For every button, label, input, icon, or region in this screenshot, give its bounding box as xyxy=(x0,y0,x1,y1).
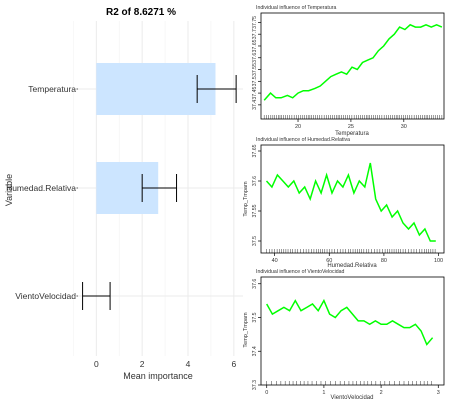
panel-y-tick-label: 37.6 xyxy=(252,279,258,289)
importance-x-tick-label: 6 xyxy=(231,359,236,369)
panel-y-tick-label: 37.5 xyxy=(252,236,258,246)
importance-x-tick-labels: 0 2 4 6 xyxy=(94,359,236,369)
influence-temperatura-frame xyxy=(260,12,445,120)
importance-category-label: Humedad.Relativa xyxy=(6,183,76,193)
influence-humedad-line xyxy=(265,162,436,242)
influence-humedad-title: Individual influence of Humedad.Relativa xyxy=(256,137,350,143)
panel-x-tick-label: 3 xyxy=(437,390,440,396)
importance-y-axis-label: Variable xyxy=(4,174,14,206)
influence-viento-panel: Individual influence of VientoVelocidad … xyxy=(243,269,445,401)
panel-x-tick-label: 100 xyxy=(434,258,443,264)
panel-y-tick-label: 37.5 xyxy=(252,312,258,322)
influence-humedad-panel: Individual influence of Humedad.Relativa… xyxy=(243,137,445,269)
panel-x-tick-label: 25 xyxy=(348,124,354,130)
panel-y-tick-label: 37.3 xyxy=(252,380,258,390)
importance-category-label: Temperatura xyxy=(28,84,76,94)
influence-humedad-y-axis-label: Temp_Tmpam xyxy=(243,181,249,217)
influence-viento-line xyxy=(266,298,434,346)
importance-x-tick-label: 2 xyxy=(140,359,145,369)
panel-y-tick-label: 37.4 xyxy=(252,100,258,110)
importance-x-axis-label: Mean importance xyxy=(123,371,193,381)
importance-bar xyxy=(96,63,216,115)
panel-y-tick-label: 37.45 xyxy=(252,86,258,99)
influence-humedad-rug xyxy=(266,249,436,253)
influence-temperatura-x-axis-label: Temperatura xyxy=(335,131,369,137)
panel-x-tick-label: 2 xyxy=(380,390,383,396)
importance-x-tick-label: 0 xyxy=(94,359,99,369)
influence-viento-rug xyxy=(266,381,432,385)
importance-category-label: VientoVelocidad xyxy=(15,291,76,301)
panel-y-tick-label: 37.55 xyxy=(252,204,258,217)
importance-title: R2 of 8.6271 % xyxy=(106,7,176,18)
panel-x-tick-label: 80 xyxy=(381,258,387,264)
influence-viento-y-axis-label: Temp_Tmpam xyxy=(243,312,249,348)
panel-x-tick-label: 60 xyxy=(326,258,332,264)
influence-temperatura-line xyxy=(263,23,443,101)
panel-x-tick-label: 20 xyxy=(295,124,301,130)
importance-chart: R2 of 8.6271 % Temperatura Humedad.Relati… xyxy=(4,7,243,381)
influence-temperatura-rug xyxy=(263,115,443,119)
panel-y-tick-label: 37.75 xyxy=(252,16,258,29)
importance-x-tick-label: 4 xyxy=(186,359,191,369)
influence-viento-frame xyxy=(260,276,445,386)
panel-x-tick-label: 0 xyxy=(265,390,268,396)
influence-humedad-frame xyxy=(260,144,445,254)
panel-x-tick-label: 30 xyxy=(401,124,407,130)
importance-category-labels: Temperatura Humedad.Relativa VientoVelocid… xyxy=(6,84,78,301)
influence-viento-title: Individual influence of VientoVelocidad xyxy=(256,269,345,275)
influence-temperatura-title: Individual influence of Temperatura xyxy=(256,5,336,11)
importance-error-bars xyxy=(82,75,237,310)
influence-temperatura-axes: 20 25 30 37.437.4537.537.5537.637.6537.737.… xyxy=(252,16,407,130)
panel-y-tick-label: 37.7 xyxy=(252,29,258,39)
panel-y-tick-label: 37.4 xyxy=(252,346,258,356)
panel-x-tick-label: 40 xyxy=(272,258,278,264)
influence-humedad-x-axis-label: Humedad.Relativa xyxy=(327,263,377,269)
panel-y-tick-label: 37.6 xyxy=(252,176,258,186)
influence-temperatura-panel: Individual influence of Temperatura 20 25… xyxy=(252,5,445,137)
panel-y-tick-label: 37.55 xyxy=(252,63,258,76)
panel-y-tick-label: 37.65 xyxy=(252,39,258,52)
influence-viento-axes: 0 1 2 3 37.3 37.4 37.5 37.6 xyxy=(252,279,440,396)
panel-y-tick-label: 37.5 xyxy=(252,76,258,86)
panel-x-tick-label: 1 xyxy=(322,390,325,396)
influence-viento-x-axis-label: VientoVelocidad xyxy=(331,395,374,401)
panel-y-tick-label: 37.65 xyxy=(252,144,258,157)
influence-humedad-axes: 40 60 80 100 37.5 37.55 37.6 37.65 xyxy=(252,144,443,264)
panel-y-tick-label: 37.6 xyxy=(252,53,258,63)
